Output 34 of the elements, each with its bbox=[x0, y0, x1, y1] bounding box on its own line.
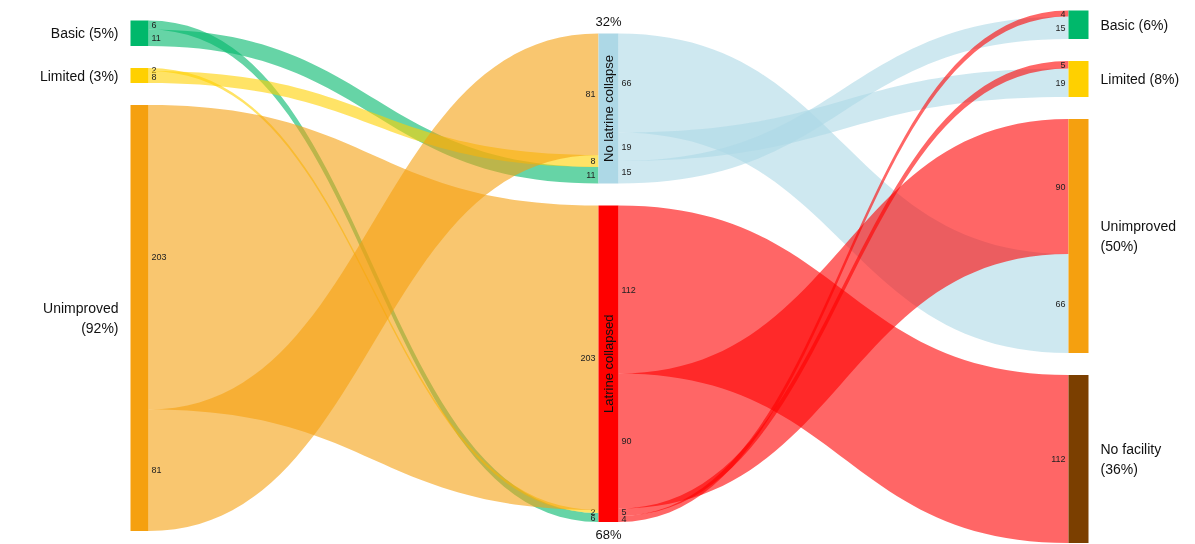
data-label: 15 bbox=[621, 167, 632, 178]
data-label: 66 bbox=[621, 78, 632, 88]
data-label: 19 bbox=[621, 141, 632, 152]
data-label: 11 bbox=[586, 170, 596, 181]
data-label: 15 bbox=[1055, 22, 1066, 33]
category-label: Basic (6%) bbox=[1100, 16, 1169, 33]
data-label: 5 bbox=[1060, 59, 1066, 70]
category-label: Latrine collapsed bbox=[601, 314, 616, 413]
data-label: 81 bbox=[151, 465, 162, 476]
text: 68% bbox=[595, 527, 622, 542]
data-label: 112 bbox=[621, 284, 636, 295]
category-label: Limited (8%) bbox=[1100, 71, 1180, 87]
data-label: 66 bbox=[1055, 298, 1066, 309]
data-label: 4 bbox=[621, 514, 627, 524]
data-label: 81 bbox=[585, 89, 596, 100]
text: 32% bbox=[595, 13, 622, 29]
data-label: 2 bbox=[151, 64, 157, 75]
category-label: Limited (3%) bbox=[39, 67, 119, 84]
data-label: 4 bbox=[1060, 8, 1066, 19]
data-label: 19 bbox=[1055, 77, 1066, 88]
data-label: 90 bbox=[1055, 181, 1066, 192]
data-label: 203 bbox=[580, 352, 596, 363]
data-label: 203 bbox=[151, 252, 167, 263]
data-label: 11 bbox=[151, 32, 161, 43]
data-label: 6 bbox=[151, 20, 157, 30]
category-label: No facility (36%) bbox=[1100, 441, 1162, 477]
category-label: Unimproved (50%) bbox=[1100, 218, 1176, 254]
category-label: No latrine collapse bbox=[601, 55, 616, 162]
data-label: 8 bbox=[151, 72, 157, 82]
category-label: Basic (5%) bbox=[50, 25, 119, 42]
data-label: 90 bbox=[621, 436, 632, 446]
category-label: Unimproved (92%) bbox=[43, 300, 119, 336]
data-label: 112 bbox=[1051, 454, 1066, 464]
data-label: 8 bbox=[590, 156, 596, 166]
